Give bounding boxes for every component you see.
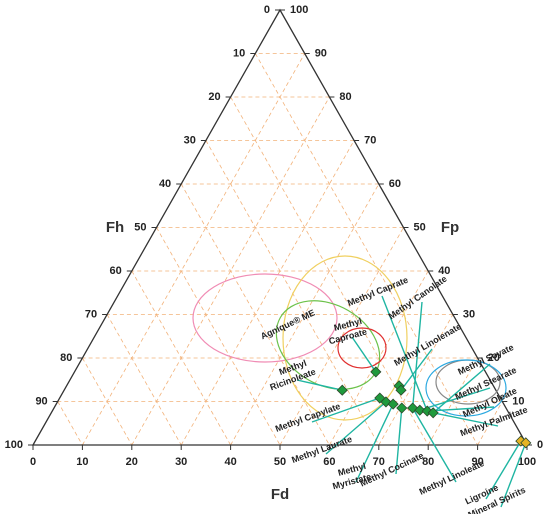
right-tick-label: 10 [512, 395, 524, 407]
right-tick-label: 70 [364, 134, 376, 146]
x-tick-label: 70 [373, 456, 385, 468]
leader-line [395, 407, 403, 475]
leader-line [427, 406, 495, 412]
left-tick-label: 30 [184, 134, 196, 146]
point [387, 398, 399, 410]
axis-title: Fp [441, 219, 459, 236]
leader-line [411, 301, 423, 409]
x-tick-label: 30 [175, 456, 187, 468]
x-tick-label: 90 [471, 456, 483, 468]
x-tick-label: 100 [518, 456, 536, 468]
left-tick-label: 0 [264, 4, 270, 16]
right-tick-label: 50 [414, 221, 426, 233]
leader-line [500, 442, 527, 508]
x-tick-label: 40 [224, 456, 236, 468]
axis-title: Fd [271, 486, 289, 503]
x-tick-label: 10 [76, 456, 88, 468]
grid-line [230, 96, 429, 446]
grid-line [82, 53, 306, 446]
leader-line [400, 348, 433, 391]
leader-line [419, 387, 491, 411]
grid-line [106, 314, 182, 446]
annotation: Methyl Capylate [274, 401, 342, 434]
point [395, 384, 407, 396]
region [192, 273, 338, 363]
point [414, 404, 426, 416]
right-tick-label: 80 [339, 91, 351, 103]
right-tick-label: 90 [315, 47, 327, 59]
right-tick-label: 30 [463, 308, 475, 320]
leader-line [485, 440, 522, 500]
region [425, 359, 507, 417]
region [337, 327, 387, 369]
x-tick-label: 20 [126, 456, 138, 468]
point [427, 407, 439, 419]
grid-line [57, 401, 83, 446]
leader-line [433, 412, 499, 427]
left-tick-label: 90 [35, 395, 47, 407]
point [370, 366, 382, 378]
leader-line [325, 401, 387, 455]
leader-line [351, 336, 377, 373]
right-tick-label: 40 [438, 265, 450, 277]
axis-title: Fh [106, 219, 124, 236]
annotation: Methyl Linolenate [392, 321, 463, 368]
x-tick-label: 60 [323, 456, 335, 468]
left-tick-label: 60 [110, 265, 122, 277]
annotation: Methyl Laurate [290, 434, 353, 465]
point [520, 437, 532, 449]
leader-line [355, 403, 394, 483]
point [336, 384, 348, 396]
grid-line [180, 140, 355, 446]
region [282, 255, 408, 421]
annotation: Agnique® ME [259, 308, 316, 342]
leader-line [311, 397, 381, 423]
x-tick-label: 0 [30, 456, 36, 468]
left-tick-label: 40 [159, 178, 171, 190]
left-tick-label: 100 [5, 439, 23, 451]
grid-line [205, 140, 380, 446]
left-tick-label: 70 [85, 308, 97, 320]
left-tick-label: 80 [60, 352, 72, 364]
left-tick-label: 50 [134, 221, 146, 233]
regions [192, 255, 507, 421]
right-tick-label: 0 [537, 439, 543, 451]
leader-line [412, 407, 457, 483]
grid [57, 53, 503, 446]
leader-line [296, 379, 343, 391]
point [396, 402, 408, 414]
x-tick-label: 80 [422, 456, 434, 468]
grid-line [254, 53, 478, 446]
left-tick-label: 20 [208, 91, 220, 103]
right-tick-label: 100 [290, 4, 308, 16]
left-tick-label: 10 [233, 47, 245, 59]
x-tick-label: 50 [274, 456, 286, 468]
right-tick-label: 20 [488, 352, 500, 364]
right-tick-label: 60 [389, 178, 401, 190]
grid-line [477, 401, 503, 446]
leader-line [381, 295, 428, 412]
grid-line [131, 96, 330, 446]
leader-line [432, 363, 491, 414]
